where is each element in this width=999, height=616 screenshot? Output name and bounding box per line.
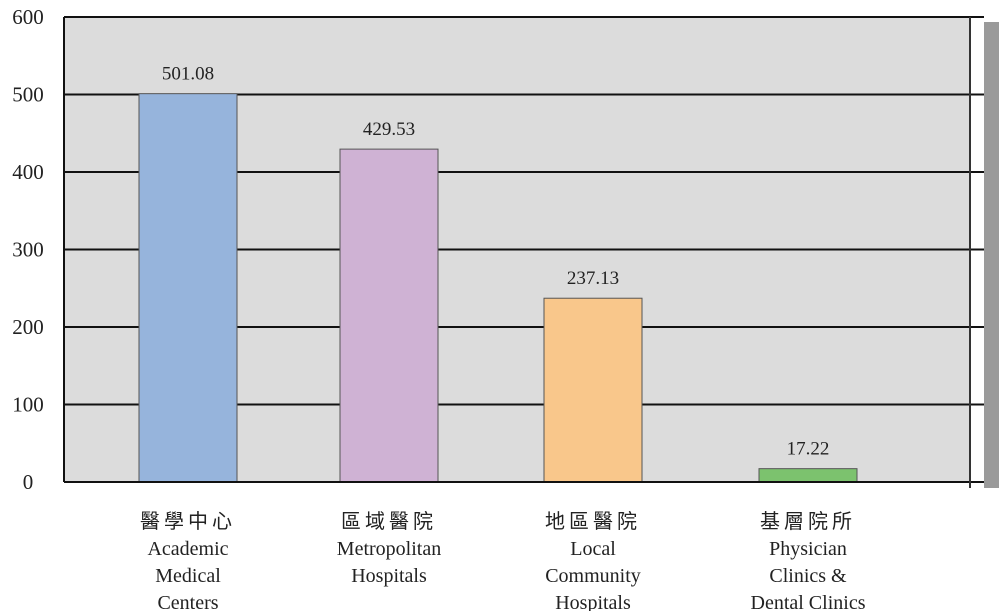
y-axis-ticks: 0 100 200 300 400 500 600 <box>12 5 44 494</box>
category-label: Community <box>545 565 641 587</box>
data-label: 17.22 <box>787 439 830 460</box>
bar <box>138 93 238 483</box>
bars <box>138 93 858 483</box>
category-label: 區域醫院 <box>341 510 437 533</box>
y-tick-label: 100 <box>12 393 44 417</box>
data-labels: 501.08 429.53 237.13 17.22 <box>162 64 830 460</box>
right-shadow-band <box>984 22 999 488</box>
bar <box>339 148 439 483</box>
y-tick-label: 400 <box>12 160 44 184</box>
data-label: 429.53 <box>363 119 415 140</box>
category-label: Clinics & <box>769 565 847 587</box>
y-tick-label: 600 <box>12 5 44 29</box>
category-label: Metropolitan <box>337 538 441 560</box>
category-label: 醫學中心 <box>140 510 236 533</box>
category-label: Hospitals <box>351 565 427 587</box>
data-label: 501.08 <box>162 64 214 85</box>
y-tick-label: 500 <box>12 83 44 107</box>
category-labels: 醫學中心 Academic Medical Centers 區域醫院 Metropolit… <box>140 510 866 614</box>
category-label: Medical <box>155 565 221 587</box>
bar <box>758 468 858 483</box>
category-label: Dental Clinics <box>751 592 866 611</box>
category-label: Centers <box>157 592 218 611</box>
category-label: 地區醫院 <box>545 510 641 533</box>
category-label: 基層院所 <box>760 510 856 533</box>
category-label: Academic <box>147 538 228 560</box>
category-label: Local <box>570 538 616 560</box>
category-label: Hospitals <box>555 592 631 611</box>
category-label: Physician <box>769 538 847 560</box>
y-tick-label: 0 <box>23 470 34 494</box>
y-tick-label: 200 <box>12 315 44 339</box>
y-tick-label: 300 <box>12 238 44 262</box>
data-label: 237.13 <box>567 268 619 289</box>
bar <box>543 297 643 483</box>
